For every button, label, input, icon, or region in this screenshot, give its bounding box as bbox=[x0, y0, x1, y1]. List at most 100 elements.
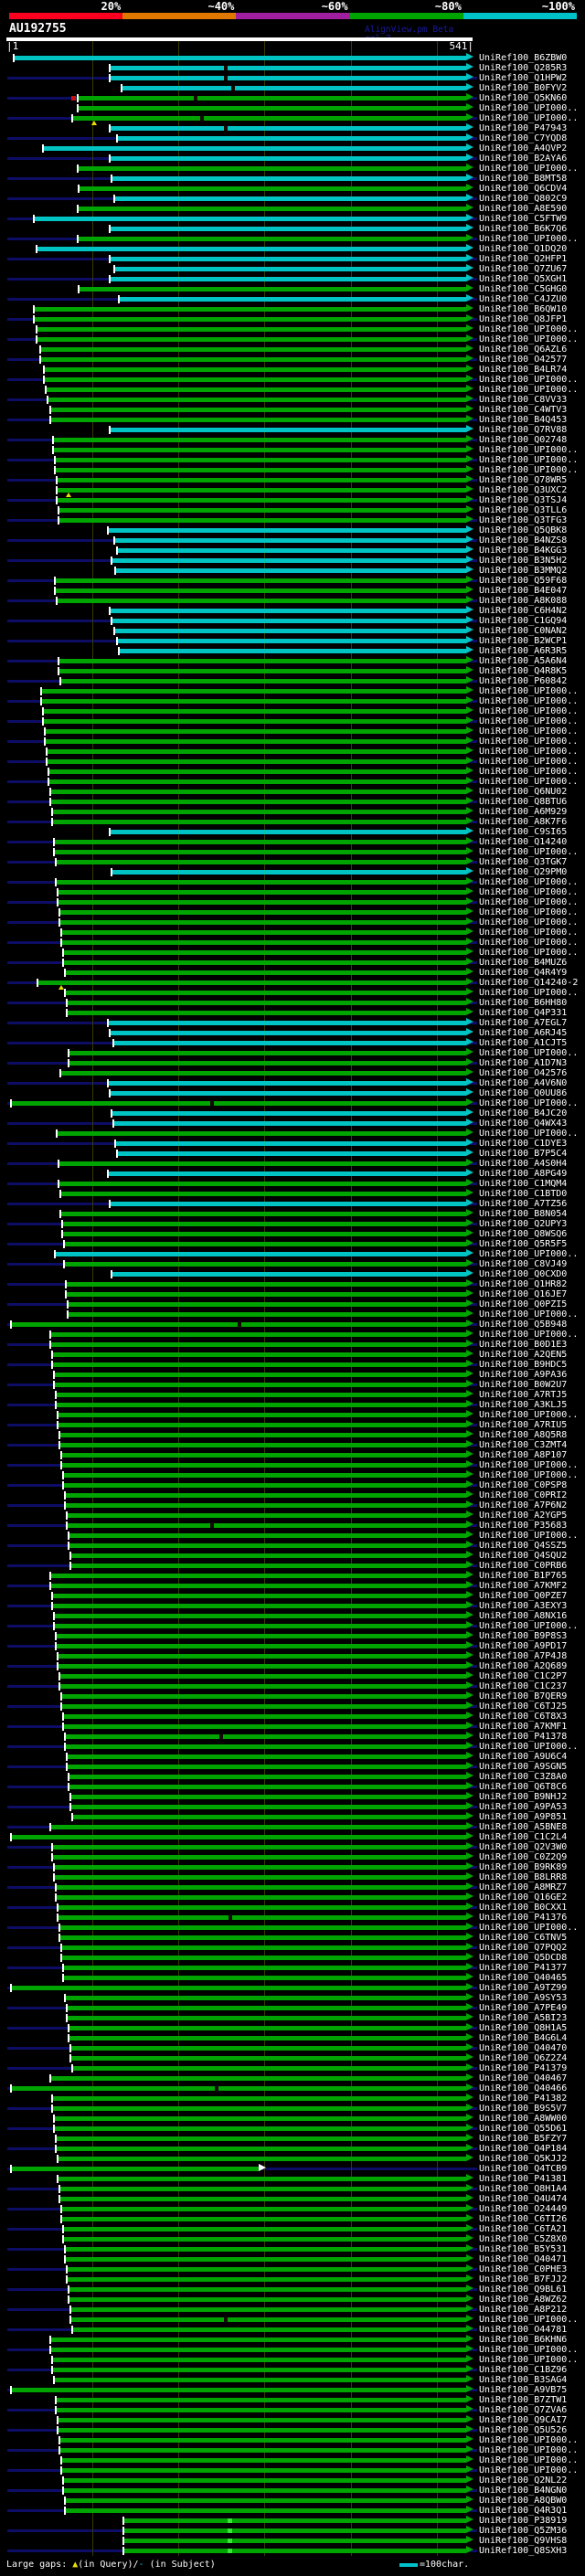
alignment-row[interactable]: UniRef100_P41376 bbox=[0, 1913, 585, 1923]
alignment-bar[interactable] bbox=[58, 1654, 466, 1659]
alignment-bar[interactable] bbox=[112, 176, 466, 181]
alignment-bar[interactable] bbox=[34, 217, 466, 221]
alignment-bar[interactable] bbox=[11, 2086, 466, 2091]
alignment-row[interactable]: UniRef100_C5FTW9 bbox=[0, 214, 585, 224]
alignment-bar[interactable] bbox=[78, 96, 466, 101]
alignment-row[interactable]: UniRef100_Q9BL61 bbox=[0, 2284, 585, 2295]
alignment-bar[interactable] bbox=[57, 599, 466, 603]
alignment-row[interactable]: UniRef100_B3N5H2 bbox=[0, 556, 585, 566]
subject-label[interactable]: UniRef100_A6RJ45 bbox=[479, 1028, 568, 1038]
alignment-bar[interactable] bbox=[63, 2227, 466, 2231]
alignment-row[interactable]: UniRef100_UPI000.. bbox=[0, 928, 585, 938]
alignment-row[interactable]: UniRef100_B4MUZ6 bbox=[0, 958, 585, 968]
subject-label[interactable]: UniRef100_C0PRI2 bbox=[479, 1490, 568, 1500]
subject-label[interactable]: UniRef100_C6T8X3 bbox=[479, 1712, 568, 1722]
alignment-bar[interactable] bbox=[123, 2528, 466, 2533]
subject-label[interactable]: UniRef100_A8WZ62 bbox=[479, 2295, 568, 2305]
alignment-bar[interactable] bbox=[59, 910, 466, 915]
alignment-row[interactable]: UniRef100_Q29PM0 bbox=[0, 867, 585, 877]
alignment-bar[interactable] bbox=[58, 1423, 466, 1427]
subject-label[interactable]: UniRef100_C0Z2Q9 bbox=[479, 1852, 568, 1862]
alignment-bar[interactable] bbox=[61, 930, 466, 935]
alignment-bar[interactable] bbox=[108, 1081, 466, 1086]
alignment-row[interactable]: UniRef100_UPI000.. bbox=[0, 334, 585, 345]
subject-label[interactable]: UniRef100_UPI000.. bbox=[479, 1460, 579, 1470]
alignment-bar[interactable] bbox=[11, 2167, 259, 2171]
subject-label[interactable]: UniRef100_A5A6N4 bbox=[479, 656, 568, 666]
alignment-row[interactable]: UniRef100_B7QER9 bbox=[0, 1691, 585, 1701]
alignment-bar[interactable] bbox=[37, 247, 466, 251]
alignment-row[interactable]: UniRef100_Q14240-2 bbox=[0, 978, 585, 990]
subject-label[interactable]: UniRef100_Q59F68 bbox=[479, 576, 568, 586]
subject-label[interactable]: UniRef100_Q4TCB9 bbox=[479, 2164, 568, 2174]
subject-label[interactable]: UniRef100_C1DYE3 bbox=[479, 1139, 568, 1149]
alignment-row[interactable]: UniRef100_Q3TSJ4 bbox=[0, 495, 585, 505]
alignment-bar[interactable] bbox=[58, 518, 466, 523]
alignment-row[interactable]: UniRef100_UPI000.. bbox=[0, 385, 585, 395]
alignment-row[interactable]: UniRef100_B1P765 bbox=[0, 1571, 585, 1581]
alignment-bar[interactable] bbox=[110, 257, 466, 261]
alignment-row[interactable]: UniRef100_Q55D61 bbox=[0, 2124, 585, 2134]
alignment-row[interactable]: UniRef100_Q4R8K5 bbox=[0, 666, 585, 676]
alignment-row[interactable]: UniRef100_Q0CXD0 bbox=[0, 1269, 585, 1279]
alignment-row[interactable]: UniRef100_C5Z8X0 bbox=[0, 2234, 585, 2244]
alignment-bar[interactable] bbox=[52, 1362, 466, 1367]
alignment-bar[interactable] bbox=[40, 347, 466, 352]
subject-label[interactable]: UniRef100_P41382 bbox=[479, 2094, 568, 2104]
alignment-bar[interactable] bbox=[63, 1714, 466, 1719]
subject-label[interactable]: UniRef100_UPI000.. bbox=[479, 686, 579, 696]
subject-label[interactable]: UniRef100_UPI000.. bbox=[479, 696, 579, 706]
alignment-row[interactable]: UniRef100_A8PG49 bbox=[0, 1169, 585, 1179]
subject-label[interactable]: UniRef100_O44781 bbox=[479, 2325, 568, 2335]
alignment-row[interactable]: UniRef100_UPI000.. bbox=[0, 324, 585, 334]
alignment-bar[interactable] bbox=[65, 2498, 466, 2503]
alignment-bar[interactable] bbox=[48, 779, 466, 784]
alignment-bar[interactable] bbox=[60, 1192, 466, 1196]
alignment-row[interactable]: UniRef100_Q8BTU6 bbox=[0, 797, 585, 807]
alignment-row[interactable]: UniRef100_A7P4J8 bbox=[0, 1651, 585, 1661]
subject-label[interactable]: UniRef100_B7ZTW1 bbox=[479, 2395, 568, 2405]
alignment-row[interactable]: UniRef100_A4S0H4 bbox=[0, 1159, 585, 1169]
alignment-bar[interactable] bbox=[78, 106, 466, 111]
alignment-row[interactable]: UniRef100_Q4TCB9 bbox=[0, 2164, 585, 2174]
alignment-row[interactable]: UniRef100_A9SGN5 bbox=[0, 1762, 585, 1772]
alignment-row[interactable]: UniRef100_Q0UU86 bbox=[0, 1088, 585, 1098]
alignment-bar[interactable] bbox=[59, 1443, 466, 1447]
subject-label[interactable]: UniRef100_O42577 bbox=[479, 355, 568, 365]
alignment-row[interactable]: UniRef100_C6TI26 bbox=[0, 2214, 585, 2224]
alignment-row[interactable]: UniRef100_P41378 bbox=[0, 1732, 585, 1742]
alignment-row[interactable]: UniRef100_P47943 bbox=[0, 123, 585, 133]
alignment-bar[interactable] bbox=[45, 729, 466, 734]
subject-label[interactable]: UniRef100_Q1HPW2 bbox=[479, 73, 568, 83]
subject-label[interactable]: UniRef100_A9P851 bbox=[479, 1812, 568, 1822]
alignment-row[interactable]: UniRef100_Q6T8C6 bbox=[0, 1782, 585, 1792]
alignment-bar[interactable] bbox=[50, 2337, 466, 2342]
alignment-bar[interactable] bbox=[46, 387, 466, 392]
subject-label[interactable]: UniRef100_Q29PM0 bbox=[479, 867, 568, 877]
alignment-row[interactable]: UniRef100_A8K088 bbox=[0, 596, 585, 606]
subject-label[interactable]: UniRef100_Q4R3Q1 bbox=[479, 2506, 568, 2516]
alignment-bar[interactable] bbox=[58, 890, 466, 895]
subject-label[interactable]: UniRef100_C6H4N2 bbox=[479, 606, 568, 616]
alignment-bar[interactable] bbox=[113, 1041, 466, 1045]
subject-label[interactable]: UniRef100_Q1DQ20 bbox=[479, 244, 568, 254]
alignment-bar[interactable] bbox=[59, 2438, 466, 2443]
alignment-row[interactable]: UniRef100_Q1HR82 bbox=[0, 1279, 585, 1289]
subject-label[interactable]: UniRef100_Q3TFG3 bbox=[479, 515, 568, 525]
alignment-bar[interactable] bbox=[110, 156, 466, 161]
alignment-bar[interactable] bbox=[114, 267, 466, 271]
alignment-bar[interactable] bbox=[110, 277, 466, 281]
subject-label[interactable]: UniRef100_O24449 bbox=[479, 2204, 568, 2214]
subject-label[interactable]: UniRef100_A7RIU5 bbox=[479, 1420, 568, 1430]
subject-label[interactable]: UniRef100_Q0CXD0 bbox=[479, 1269, 568, 1279]
alignment-row[interactable]: UniRef100_UPI000.. bbox=[0, 2455, 585, 2465]
subject-label[interactable]: UniRef100_UPI000.. bbox=[479, 234, 579, 244]
alignment-row[interactable]: UniRef100_C9SI65 bbox=[0, 827, 585, 837]
subject-label[interactable]: UniRef100_Q5KJJ2 bbox=[479, 2154, 568, 2164]
alignment-row[interactable]: UniRef100_B0FYV2 bbox=[0, 83, 585, 93]
alignment-row[interactable]: UniRef100_B9HDC5 bbox=[0, 1360, 585, 1370]
alignment-row[interactable]: UniRef100_C5GHG0 bbox=[0, 284, 585, 294]
alignment-bar[interactable] bbox=[123, 2518, 466, 2523]
alignment-bar[interactable] bbox=[72, 2066, 466, 2071]
alignment-bar[interactable] bbox=[56, 1895, 466, 1900]
